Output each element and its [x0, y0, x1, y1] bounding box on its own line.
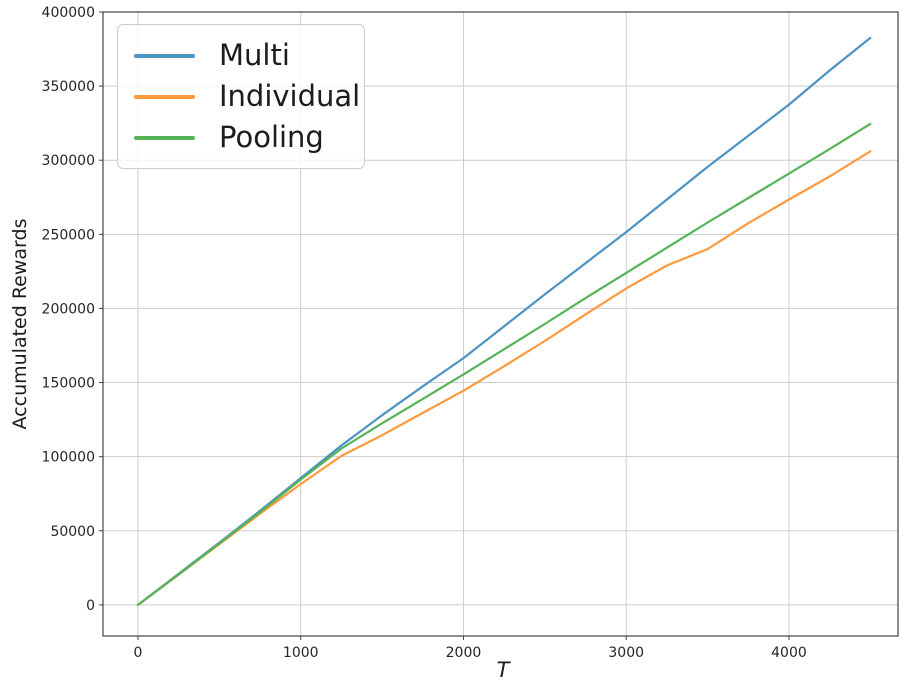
legend-item-pooling: Pooling	[134, 117, 354, 158]
y-tick-label: 400000	[42, 5, 95, 21]
legend-label-individual: Individual	[219, 79, 361, 113]
y-tick-label: 300000	[42, 153, 95, 169]
x-axis-label: T	[497, 658, 512, 682]
x-tick-label: 3000	[608, 645, 644, 661]
y-tick-label: 250000	[42, 227, 95, 243]
x-tick-label: 4000	[771, 645, 807, 661]
x-tick-label: 0	[134, 645, 143, 661]
legend-label-multi: Multi	[219, 38, 290, 72]
multi-line-swatch-icon	[134, 53, 195, 58]
y-tick-label: 100000	[42, 450, 95, 466]
y-tick-label: 150000	[42, 376, 95, 392]
y-axis-ticks: 0 50000 100000 150000 200000 250000 300000 3500…	[42, 5, 103, 614]
y-tick-label: 0	[86, 598, 95, 614]
legend-item-multi: Multi	[134, 35, 354, 76]
y-tick-label: 200000	[42, 301, 95, 317]
x-axis-ticks: 0 1000 2000 3000 4000	[134, 636, 807, 661]
plot-border	[102, 11, 899, 637]
series-line-individual	[136, 150, 872, 607]
x-tick-label: 2000	[446, 645, 482, 661]
legend-item-individual: Individual	[134, 76, 360, 117]
x-tick-label: 1000	[283, 645, 319, 661]
y-tick-label: 50000	[50, 524, 95, 540]
pooling-line-swatch-icon	[134, 135, 195, 140]
y-tick-label: 350000	[42, 79, 95, 95]
individual-line-swatch-icon	[134, 94, 195, 99]
legend-label-pooling: Pooling	[219, 120, 324, 154]
legend: Multi Individual Pooling	[117, 24, 365, 169]
series-lines	[136, 36, 872, 607]
y-axis-label: Accumulated Rewards	[9, 219, 31, 430]
series-line-pooling	[136, 122, 872, 607]
